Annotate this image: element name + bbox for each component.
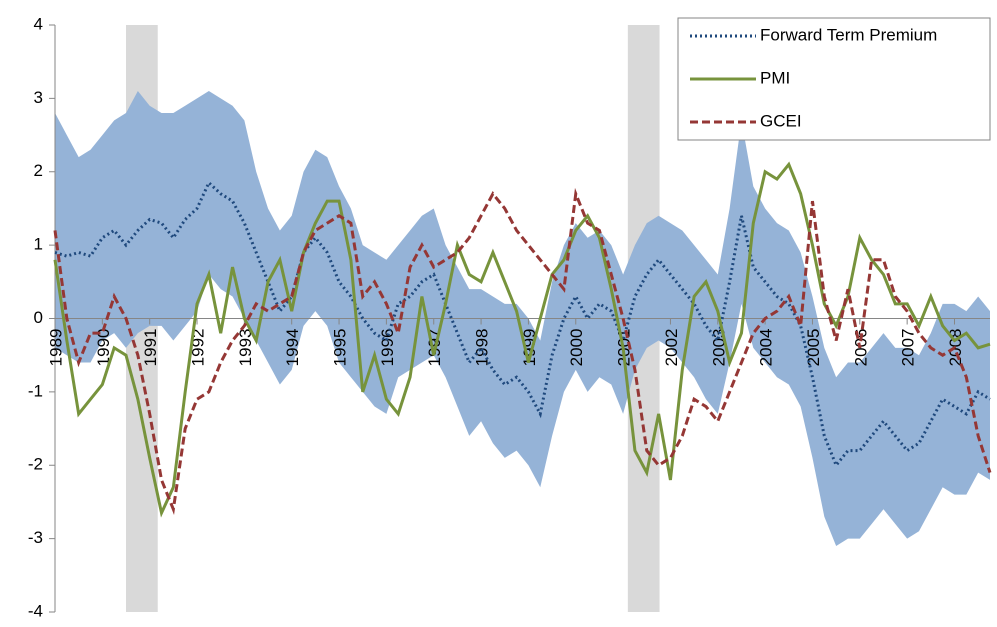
x-tick-label: 1994 [283,329,302,367]
legend-label: Forward Term Premium [760,25,937,44]
y-tick-label: -4 [28,601,43,620]
series-line [53,161,991,518]
y-tick-label: -1 [28,381,43,400]
x-tick-label: 1991 [141,329,160,367]
x-tick-label: 2004 [757,329,776,367]
y-tick-label: 3 [34,88,43,107]
series-line [54,180,991,469]
legend: Forward Term Premium PMI GCEI [677,17,991,141]
y-tick-label: 0 [34,308,43,327]
x-tick-label: 1993 [236,329,255,367]
legend-label: PMI [760,68,790,87]
x-tick-label: 2007 [899,329,918,367]
x-tick-label: 1998 [473,329,492,367]
x-tick-label: 1990 [94,329,113,367]
y-tick-label: -3 [28,528,43,547]
x-tick-label: 1995 [331,329,350,367]
x-tick-label: 1989 [46,329,65,367]
y-tick-label: 4 [34,14,43,33]
y-tick-label: 1 [34,235,43,254]
legend-label: GCEI [760,111,802,130]
series-line [53,187,992,515]
y-tick-label: 2 [34,161,43,180]
x-tick-label: 2000 [567,329,586,367]
x-tick-label: 2002 [662,329,681,367]
y-tick-label: -2 [28,455,43,474]
